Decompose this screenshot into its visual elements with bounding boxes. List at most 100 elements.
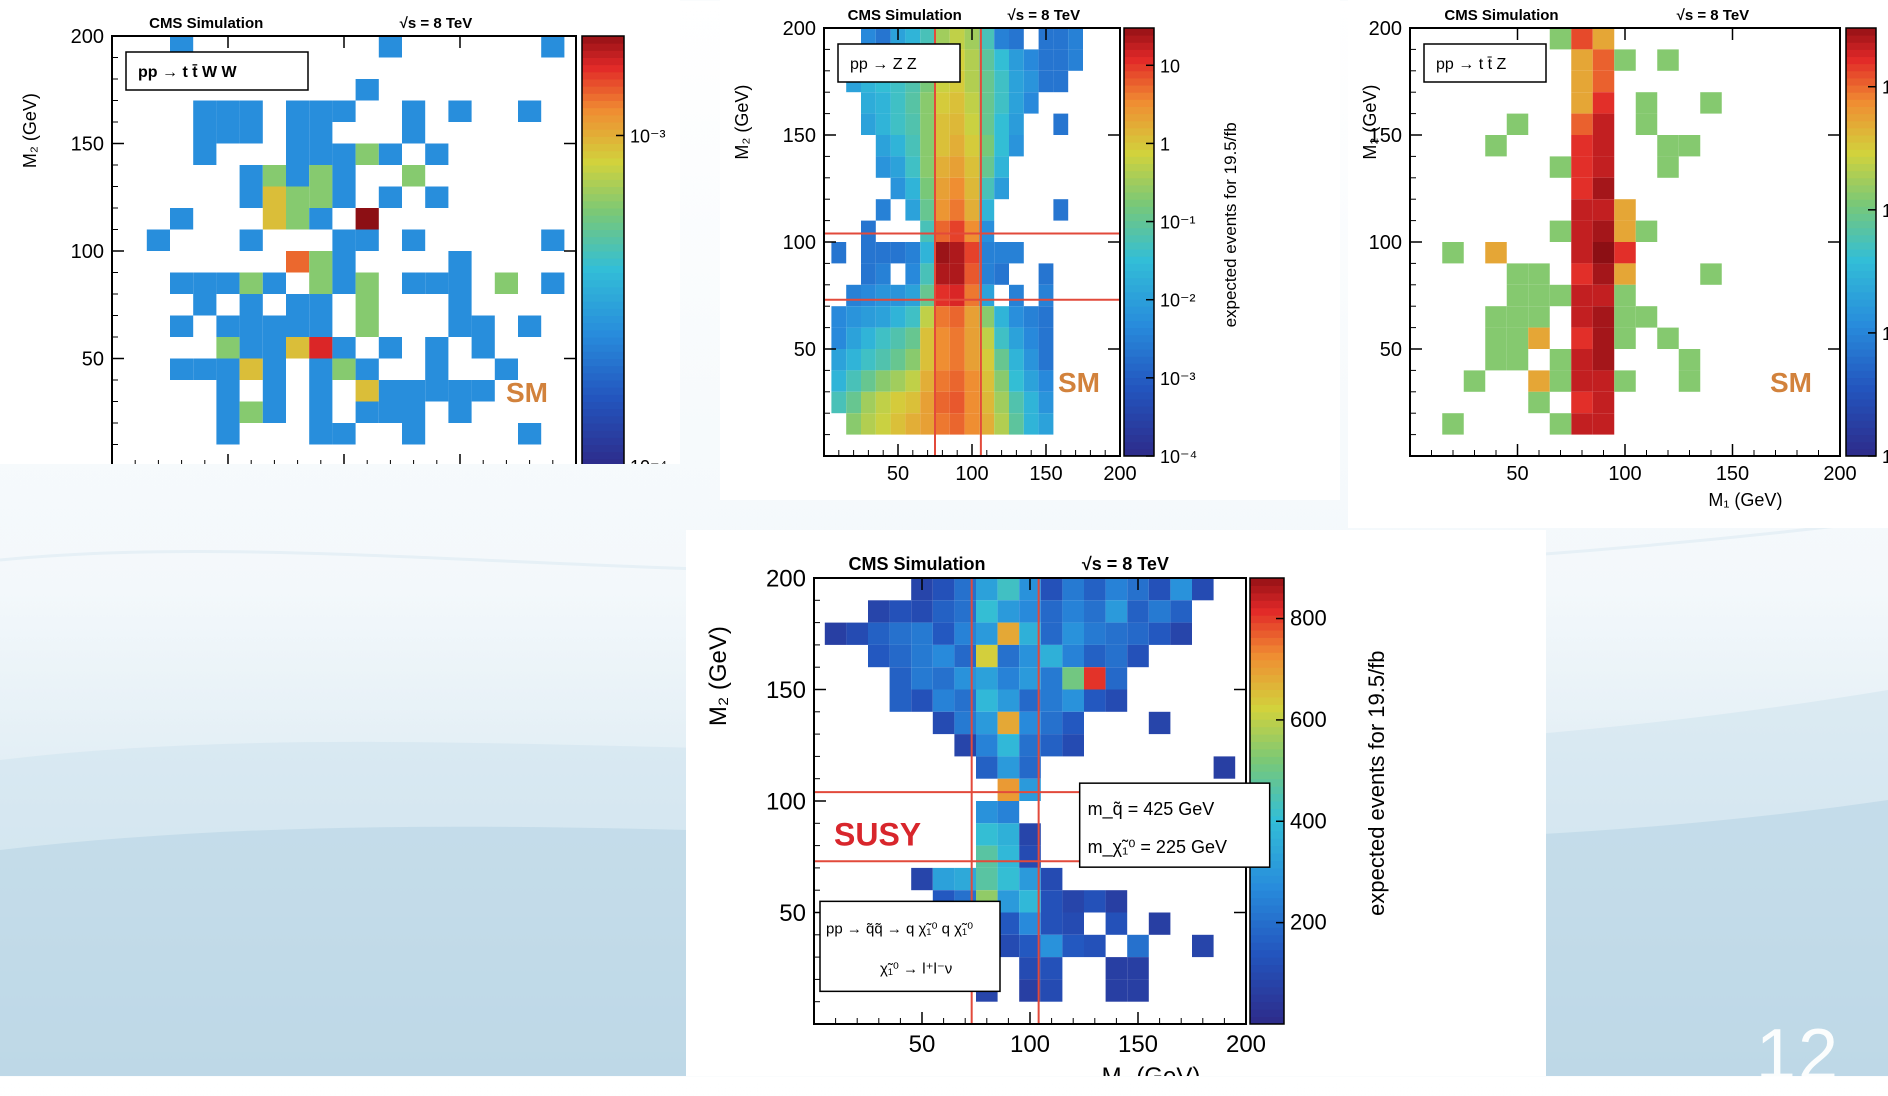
heatmap-bin — [994, 370, 1009, 392]
heatmap-bin — [994, 92, 1009, 114]
heatmap-bin — [1040, 734, 1063, 757]
heatmap-bin — [979, 28, 995, 50]
heatmap-bin — [1571, 156, 1593, 178]
heatmap-bin — [875, 327, 891, 349]
heatmap-bin — [976, 667, 998, 690]
heatmap-bin — [1105, 957, 1128, 980]
colorbar-tick-label: 400 — [1290, 808, 1327, 833]
heatmap-bin — [1506, 306, 1529, 328]
heatmap-bin — [1192, 934, 1214, 958]
heatmap-bin — [1019, 689, 1041, 712]
colorbar-segment — [1846, 127, 1876, 136]
heatmap-bin — [286, 337, 310, 359]
heatmap-bin — [964, 177, 980, 200]
heatmap-bin — [846, 370, 861, 392]
colorbar-segment — [1124, 106, 1154, 115]
header-energy: √s = 8 TeV — [1677, 7, 1750, 24]
heatmap-bin — [997, 578, 1020, 601]
heatmap-bin — [935, 349, 950, 371]
heatmap-bin — [1009, 28, 1024, 50]
colorbar-segment — [1124, 206, 1154, 214]
heatmap-bin — [355, 358, 379, 380]
heatmap-bin — [1009, 70, 1024, 93]
heatmap-bin — [1062, 644, 1084, 668]
heatmap-bin — [964, 327, 980, 349]
y-tick-label: 150 — [71, 134, 104, 156]
colorbar-tick-label: 10⁻⁴ — [630, 457, 667, 464]
heatmap-bin — [239, 122, 263, 144]
heatmap-bin — [920, 370, 935, 392]
colorbar-segment — [1124, 341, 1154, 350]
heatmap-bin — [1571, 370, 1593, 392]
heatmap-bin — [1571, 413, 1593, 435]
heatmap-bin — [875, 92, 891, 114]
heatmap-bin — [954, 667, 976, 690]
heatmap-bin — [994, 327, 1009, 349]
x-tick-label: 50 — [909, 1031, 936, 1058]
colorbar-tick-label: 10⁻³ — [1160, 369, 1196, 389]
heatmap-bin — [1038, 370, 1054, 392]
heatmap-bin — [1062, 912, 1084, 935]
colorbar-segment — [582, 229, 624, 238]
header-cms-simulation: CMS Simulation — [1444, 7, 1558, 24]
colorbar-segment — [1250, 763, 1284, 772]
colorbar-segment — [1250, 711, 1284, 720]
heatmap-bin — [1040, 600, 1063, 623]
heatmap-bin — [861, 391, 876, 414]
heatmap-bin — [1614, 306, 1636, 328]
colorbar-segment — [1846, 113, 1876, 122]
colorbar-segment — [1124, 56, 1154, 65]
header-cms-simulation: CMS Simulation — [849, 554, 986, 574]
colorbar-segment — [1124, 99, 1154, 107]
heatmap-bin — [216, 401, 240, 423]
colorbar-segment — [582, 279, 624, 288]
colorbar-segment — [1250, 934, 1284, 943]
heatmap-bin — [471, 337, 495, 359]
colorbar-segment — [1124, 220, 1154, 229]
heatmap-bin — [949, 327, 965, 349]
heatmap-bin — [994, 413, 1009, 435]
colorbar-segment — [1846, 327, 1876, 336]
colorbar-segment — [1124, 363, 1154, 371]
colorbar-segment — [1846, 85, 1876, 93]
colorbar-segment — [1124, 263, 1154, 272]
heatmap-bin — [1506, 327, 1529, 349]
heatmap-bin — [309, 423, 333, 445]
heatmap-bin — [949, 199, 965, 221]
heatmap-bin — [976, 689, 998, 712]
heatmap-bin — [920, 263, 935, 285]
colorbar-segment — [1846, 142, 1876, 150]
heatmap-bin — [1040, 867, 1063, 891]
heatmap-bin — [1105, 622, 1128, 645]
heatmap-bin — [1084, 667, 1106, 690]
heatmap-bin — [1549, 28, 1572, 50]
heatmap-bin — [905, 306, 921, 328]
colorbar-segment — [1846, 370, 1876, 379]
heatmap-bin — [193, 294, 217, 316]
heatmap-bin — [1592, 49, 1615, 71]
heatmap-bin — [831, 242, 847, 264]
colorbar-segment — [1124, 49, 1154, 58]
colorbar-segment — [1124, 384, 1154, 393]
heatmap-bin — [994, 156, 1009, 178]
y-tick-label: 200 — [1369, 18, 1402, 40]
colorbar-segment — [582, 57, 624, 66]
heatmap-bin — [332, 423, 356, 445]
colorbar-segment — [1124, 149, 1154, 157]
colorbar-segment — [582, 236, 624, 245]
heatmap-bin — [979, 220, 995, 242]
heatmap-bin — [239, 358, 263, 380]
heatmap-bin — [920, 306, 935, 328]
heatmap-bin — [875, 413, 891, 435]
heatmap-bin — [332, 251, 356, 273]
heatmap-bin — [979, 199, 995, 221]
heatmap-bin — [1053, 70, 1069, 93]
heatmap-bin — [1485, 242, 1507, 264]
heatmap-bin — [378, 380, 402, 402]
heatmap-bin — [1506, 113, 1529, 135]
heatmap-bin — [1592, 70, 1615, 93]
colorbar-frame — [1845, 27, 1877, 457]
colorbar-segment — [1250, 1001, 1284, 1010]
colorbar-segment — [582, 315, 624, 324]
heatmap-bin — [920, 220, 935, 242]
